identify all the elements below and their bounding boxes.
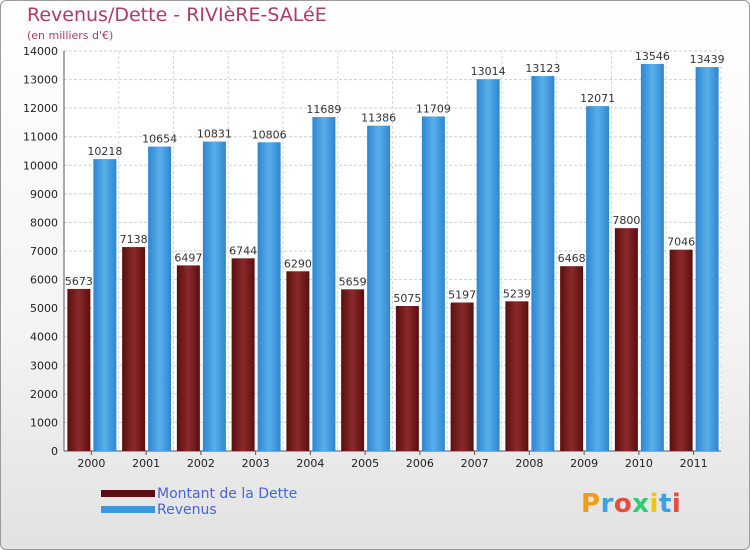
x-tick-label: 2010 [625,457,653,470]
y-tick-label: 1000 [30,416,58,429]
bar-debt [231,258,255,451]
logo-letter: x [632,489,650,519]
legend-swatch-debt [101,490,155,497]
x-tick-label: 2007 [461,457,489,470]
legend-swatch-revenus [101,506,155,513]
data-label-revenus: 11386 [361,112,396,125]
bar-revenus [640,63,664,451]
y-tick-label: 4000 [30,331,58,344]
x-tick-label: 2008 [515,457,543,470]
data-label-debt: 7046 [667,236,695,249]
y-tick-label: 12000 [23,102,58,115]
bar-debt [560,266,584,451]
bar-revenus [367,125,391,451]
bar-debt [669,249,693,451]
y-tick-label: 2000 [30,388,58,401]
data-label-revenus: 10654 [142,133,177,146]
bar-debt [450,302,474,451]
x-tick-label: 2011 [680,457,708,470]
data-label-debt: 5673 [65,275,93,288]
y-tick-label: 7000 [30,245,58,258]
chart-subtitle: (en milliers d'€) [27,29,114,42]
data-label-revenus: 10831 [197,128,232,141]
data-label-revenus: 11709 [416,102,451,115]
bar-debt [505,301,529,451]
y-tick-label: 5000 [30,302,58,315]
data-label-debt: 5659 [339,275,367,288]
bar-revenus [531,76,555,452]
bar-revenus [476,79,500,452]
data-label-revenus: 11689 [306,103,341,116]
bar-revenus [586,106,610,451]
bar-debt [341,289,365,451]
y-tick-label: 14000 [23,45,58,58]
logo-letter: r [600,489,614,519]
bar-debt [67,288,91,451]
x-tick-label: 2004 [296,457,324,470]
y-tick-label: 13000 [23,74,58,87]
x-tick-label: 2001 [132,457,160,470]
data-label-revenus: 12071 [580,92,615,105]
data-label-debt: 6744 [229,244,257,257]
bar-revenus [421,116,445,451]
y-tick-label: 6000 [30,274,58,287]
bar-debt [176,265,200,451]
legend-label-revenus: Revenus [157,502,217,518]
data-label-debt: 5075 [393,292,421,305]
logo-letter: P [581,489,601,519]
x-tick-label: 2000 [77,457,105,470]
logo-letter: o [613,489,633,519]
y-tick-label: 3000 [30,359,58,372]
bar-debt [122,247,146,451]
data-label-debt: 6468 [558,252,586,265]
bar-debt [614,228,638,451]
logo-letter: i [649,489,659,519]
x-tick-label: 2006 [406,457,434,470]
y-tick-label: 9000 [30,188,58,201]
data-label-revenus: 10806 [252,128,287,141]
proxiti-logo: Proxiti [581,489,681,519]
x-tick-label: 2002 [187,457,215,470]
bar-debt [286,271,310,451]
bar-debt [395,306,419,451]
data-label-debt: 6290 [284,257,312,270]
data-label-revenus: 13123 [525,62,560,75]
logo-letter: i [671,489,682,519]
bar-revenus [312,117,336,452]
data-label-revenus: 13014 [471,65,506,78]
bar-revenus [257,142,281,451]
data-label-debt: 5239 [503,287,531,300]
y-tick-label: 0 [51,445,58,458]
logo-letter: t [658,489,672,519]
chart-title: Revenus/Dette - RIVIèRE-SALéE [27,4,327,26]
y-tick-label: 10000 [23,159,58,172]
data-label-debt: 6497 [174,251,202,264]
data-label-revenus: 10218 [87,145,122,158]
bar-revenus [695,67,719,452]
bar-revenus [93,159,117,452]
bar-revenus [148,146,172,451]
data-label-debt: 5197 [448,289,476,302]
bar-revenus [202,141,226,452]
data-label-revenus: 13546 [635,50,670,63]
data-label-debt: 7138 [120,233,148,246]
y-tick-label: 8000 [30,216,58,229]
data-label-revenus: 13439 [690,53,725,66]
data-label-debt: 7800 [612,214,640,227]
x-tick-label: 2009 [570,457,598,470]
x-tick-label: 2003 [242,457,270,470]
legend-label-debt: Montant de la Dette [157,486,298,502]
y-tick-label: 11000 [23,131,58,144]
x-tick-label: 2005 [351,457,379,470]
